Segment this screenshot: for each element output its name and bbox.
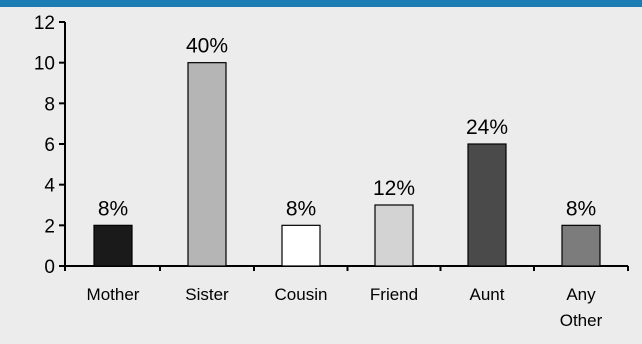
bar-friend bbox=[374, 204, 414, 267]
bar-sister bbox=[187, 62, 227, 267]
category-label: Friend bbox=[370, 285, 418, 304]
y-tick-label: 10 bbox=[34, 54, 55, 75]
category-labels: Mother Sister Cousin Friend Aunt Any Other bbox=[87, 285, 603, 330]
accent-top-bar bbox=[0, 0, 642, 7]
y-tick-label: 0 bbox=[44, 257, 55, 278]
bar-cousin bbox=[281, 224, 321, 267]
data-label: 8% bbox=[286, 197, 316, 220]
y-tick-label: 6 bbox=[44, 135, 55, 156]
category-label: Cousin bbox=[275, 285, 328, 304]
data-label: 12% bbox=[373, 177, 415, 200]
data-label: 24% bbox=[466, 116, 508, 139]
y-tick-label: 4 bbox=[44, 176, 55, 197]
data-label: 40% bbox=[186, 35, 228, 58]
data-labels: 8% 40% 8% 12% 24% 8% bbox=[98, 35, 596, 221]
data-label: 8% bbox=[98, 197, 128, 220]
y-ticks: 0 2 4 6 8 10 12 bbox=[34, 13, 629, 278]
category-label: Sister bbox=[185, 285, 229, 304]
bar-aunt bbox=[467, 143, 507, 267]
bar-any-other bbox=[561, 224, 601, 267]
axes bbox=[64, 22, 628, 267]
y-tick-label: 2 bbox=[44, 216, 55, 237]
category-label: Any Other bbox=[560, 285, 603, 330]
y-tick-label: 8 bbox=[44, 94, 55, 115]
y-tick-label: 12 bbox=[34, 13, 55, 34]
data-label: 8% bbox=[566, 197, 596, 220]
bar-mother bbox=[93, 224, 133, 267]
category-label: Mother bbox=[87, 285, 140, 304]
bars bbox=[93, 62, 601, 267]
category-label: Aunt bbox=[470, 285, 505, 304]
